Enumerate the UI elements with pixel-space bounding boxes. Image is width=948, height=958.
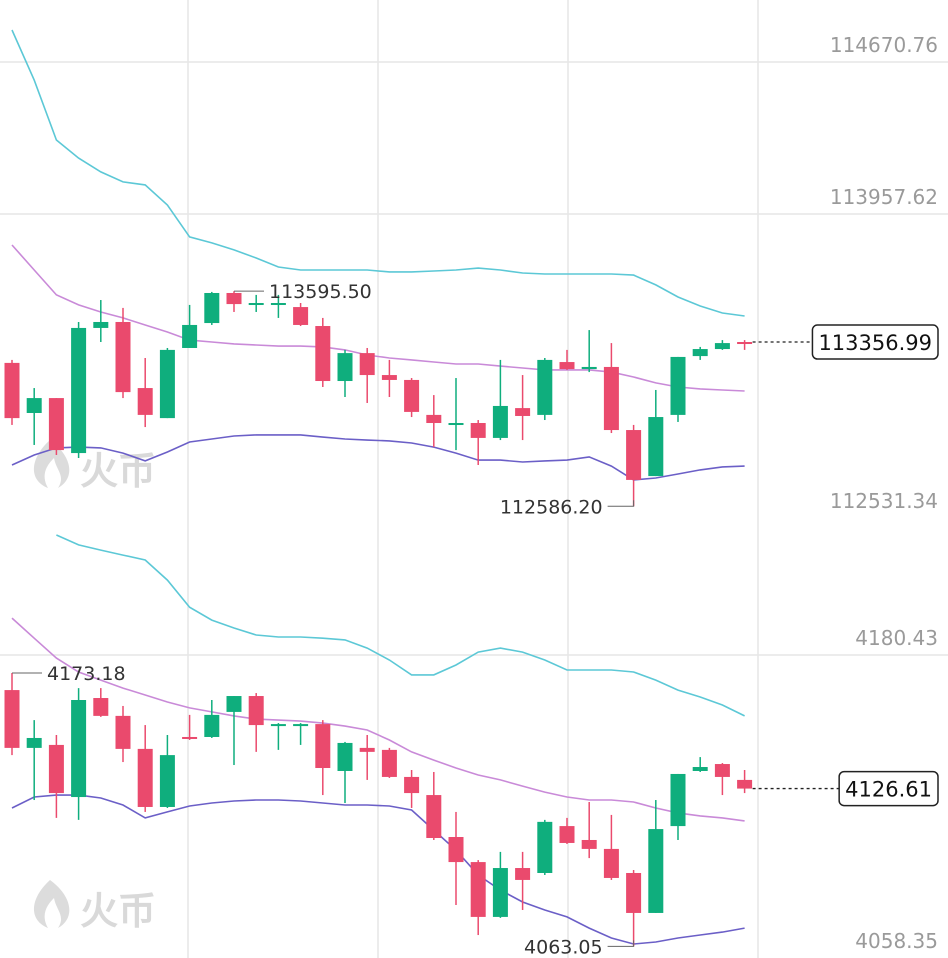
candle-body (337, 742, 353, 771)
candle-body (648, 417, 664, 477)
last-price-label: 4126.61 (845, 778, 932, 802)
candle-body (93, 321, 109, 328)
candle-body (537, 359, 553, 415)
candle-body (714, 764, 730, 777)
candle-body (159, 755, 175, 807)
candle-body (603, 366, 619, 431)
candle-body (226, 292, 242, 305)
candle-body (492, 868, 508, 917)
candle-body (270, 724, 286, 727)
candle-body (48, 744, 64, 794)
min-label: 112586.20 (500, 496, 603, 518)
candle-body (315, 326, 331, 382)
candle-body (381, 749, 397, 777)
y-tick-label: 112531.34 (830, 489, 938, 513)
y-tick-label: 4180.43 (855, 626, 938, 650)
watermark: 火币 (80, 889, 156, 933)
candle-body (581, 366, 597, 370)
y-tick-label: 114670.76 (830, 33, 938, 57)
candle-body (714, 343, 730, 350)
candle-body (182, 736, 198, 739)
candle-body (470, 423, 486, 438)
candle-body (115, 715, 131, 749)
band-line (11, 244, 745, 392)
candle-body (71, 327, 87, 454)
watermark: 火币 (80, 449, 156, 493)
last-price-label: 113356.99 (818, 331, 932, 355)
candle-body (626, 872, 642, 913)
candle-body (4, 690, 20, 748)
candle-body (626, 430, 642, 480)
vertical-grid (187, 0, 759, 958)
candle-body (204, 292, 220, 324)
candle-body (581, 839, 597, 849)
candle-body (4, 362, 20, 419)
candle-body (71, 700, 87, 798)
y-tick-label: 113957.62 (830, 185, 938, 209)
candle-body (270, 303, 286, 306)
candle-body (315, 724, 331, 769)
min-label: 4063.05 (524, 936, 603, 958)
candle-body (359, 747, 375, 752)
price-panel: 114670.76 113957.62 112531.34 火币 113595.50 11… (0, 29, 948, 518)
candle-body (470, 862, 486, 917)
max-label: 4173.18 (47, 663, 126, 685)
last-price-box (811, 324, 939, 360)
band-line (11, 434, 745, 481)
candle-body (248, 696, 264, 726)
candle-body (670, 356, 686, 415)
candle-body (159, 349, 175, 419)
band-line (11, 794, 745, 945)
candle-body (692, 349, 708, 357)
candle-body (381, 375, 397, 380)
candle-body (26, 398, 42, 413)
candle-body (248, 303, 264, 306)
candle-body (603, 848, 619, 878)
band-line (11, 617, 745, 822)
candle-body (93, 698, 109, 716)
candle-body (404, 379, 420, 412)
candle-body (359, 353, 375, 376)
candle-body (559, 826, 575, 843)
candle-body (692, 767, 708, 771)
candle-body (226, 696, 242, 712)
candle-body (515, 408, 531, 416)
min-pointer (607, 940, 635, 947)
candle-body (448, 423, 464, 426)
band-line (56, 534, 745, 717)
candle-body (137, 388, 153, 415)
candle-body (648, 829, 664, 913)
band-line (11, 29, 745, 317)
candle-body (293, 724, 309, 727)
candle-body (737, 779, 753, 789)
candle-body (115, 321, 131, 393)
candle-body (337, 353, 353, 382)
candle-body (204, 714, 220, 737)
candle-body (448, 837, 464, 863)
candle-body (515, 868, 531, 880)
candle-body (293, 307, 309, 325)
candle-body (670, 773, 686, 827)
candle-body (182, 324, 198, 348)
candle-body (492, 405, 508, 438)
candle-body (404, 776, 420, 794)
candle-body (426, 795, 442, 838)
y-tick-label: 4058.35 (855, 929, 938, 953)
candle-body (426, 414, 442, 424)
candle-body (26, 737, 42, 748)
logo-icon (33, 880, 70, 928)
min-pointer (607, 500, 635, 507)
max-label: 113595.50 (269, 281, 372, 303)
candle-body (48, 398, 64, 451)
price-panel: 4180.43 4058.35 火币 4173.18 4063.05 4126.61 (0, 534, 948, 958)
candle-body (137, 748, 153, 807)
candle-body (559, 362, 575, 370)
candle-body (737, 342, 753, 345)
candle-body (537, 821, 553, 873)
